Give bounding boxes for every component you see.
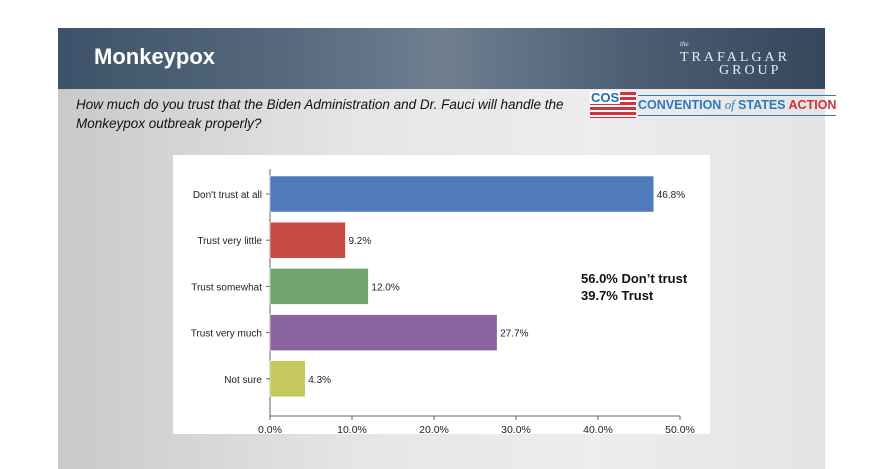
summary-dont-trust: 56.0% Don’t trust	[581, 271, 688, 286]
cos-word: ACTION	[788, 98, 837, 112]
x-tick-label: 50.0%	[665, 424, 695, 434]
cos-word: of	[724, 98, 735, 112]
data-label: 4.3%	[308, 375, 331, 386]
data-label: 46.8%	[657, 190, 685, 201]
cos-word: STATES	[738, 98, 786, 112]
x-tick-label: 40.0%	[583, 424, 613, 434]
bar-chart: 0.0% 10.0% 20.0% 30.0% 40.0% 50.0% Don't trust…	[191, 169, 695, 436]
summary-annotation: 56.0% Don’t trust 39.7% Trust	[581, 270, 687, 304]
x-tick-label: 10.0%	[337, 424, 367, 434]
cos-action-logo: COS CONVENTION of STATES ACTION	[590, 90, 837, 119]
trafalgar-group-logo: the TRAFALGAR GROUP	[680, 40, 790, 78]
cos-abbr: COS	[590, 90, 621, 105]
chart-panel: 0.0% 10.0% 20.0% 30.0% 40.0% 50.0% Don't trust…	[173, 155, 710, 436]
bar	[269, 268, 369, 305]
bar	[269, 314, 498, 351]
header-banner: Monkeypox the TRAFALGAR GROUP	[58, 28, 825, 89]
data-label: 9.2%	[348, 236, 371, 247]
category-label: Not sure	[224, 375, 262, 386]
x-tick-label: 30.0%	[501, 424, 531, 434]
bar	[269, 221, 346, 259]
survey-question: How much do you trust that the Biden Adm…	[76, 97, 564, 131]
data-label: 27.7%	[500, 329, 528, 340]
category-label: Trust very much	[191, 329, 262, 340]
x-tick-label: 20.0%	[419, 424, 449, 434]
data-label: 12.0%	[371, 282, 399, 293]
category-label: Trust very little	[197, 236, 262, 247]
category-label: Don't trust at all	[193, 190, 262, 201]
bar	[269, 360, 306, 398]
cos-name: CONVENTION of STATES ACTION	[638, 95, 837, 116]
slide-title: Monkeypox	[94, 44, 216, 69]
summary-trust: 39.7% Trust	[581, 288, 654, 303]
bar	[269, 175, 655, 213]
x-tick-label: 0.0%	[258, 424, 282, 434]
cos-word: CONVENTION	[638, 98, 722, 112]
category-label: Trust somewhat	[191, 282, 262, 293]
